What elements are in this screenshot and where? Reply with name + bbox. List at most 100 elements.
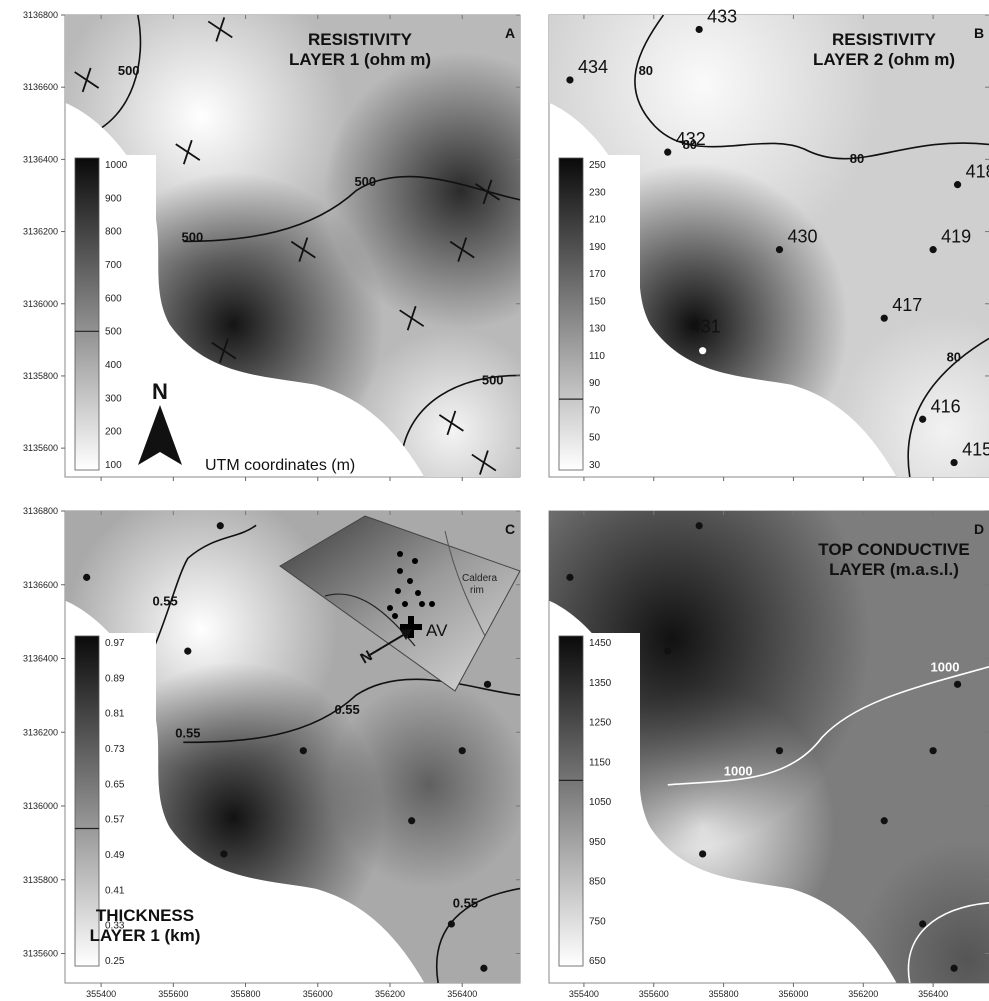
contour-label: 500 xyxy=(182,229,204,244)
colorbar-tick-label: 1050 xyxy=(589,797,612,808)
station-dot xyxy=(299,747,307,755)
inset-station-dot xyxy=(429,601,435,607)
colorbar xyxy=(74,635,100,967)
station-dot xyxy=(220,850,228,858)
y-tick-label: 3136400 xyxy=(23,654,58,664)
colorbar-tick-label: 90 xyxy=(589,378,601,389)
station-dot xyxy=(929,747,937,755)
x-tick-label: 355600 xyxy=(158,989,188,999)
contour-line xyxy=(634,15,989,160)
station-dot xyxy=(699,850,707,858)
station-dot xyxy=(216,522,224,530)
station-label: 431 xyxy=(691,317,721,337)
station-label: 415 xyxy=(962,440,989,460)
colorbar-tick-label: 0.49 xyxy=(105,850,125,861)
station-dot xyxy=(483,680,492,688)
colorbar-tick-label: 0.41 xyxy=(105,885,125,896)
x-tick-label: 355400 xyxy=(86,989,116,999)
contour-line xyxy=(907,337,989,477)
station-dot xyxy=(566,573,574,581)
panel-d: 1000 1000 355400 355600 355800 356000 356200 35… xyxy=(548,510,989,999)
inset-label-rim: rim xyxy=(470,585,484,596)
y-tick-label: 3136200 xyxy=(23,727,58,737)
colorbar-tick-label: 250 xyxy=(589,160,606,171)
north-label: N xyxy=(152,379,168,404)
panel-letter: B xyxy=(974,25,984,41)
station-label: 432 xyxy=(676,129,706,149)
panel-letter: C xyxy=(505,521,515,537)
contour-label: 80 xyxy=(947,350,961,365)
av-cross-icon xyxy=(400,616,422,638)
inset-station-dot xyxy=(415,590,421,596)
contour-line xyxy=(183,678,520,744)
station-dot xyxy=(950,964,958,972)
contour-label: 1000 xyxy=(931,659,960,674)
colorbar-tick-label: 600 xyxy=(105,293,122,304)
colorbar-tick-label: 650 xyxy=(589,956,606,967)
panel-title-line: LAYER 1 (ohm m) xyxy=(289,50,431,69)
contour-label: 0.55 xyxy=(152,593,177,608)
inset-station-dot xyxy=(397,551,403,557)
station-label: 416 xyxy=(931,396,961,416)
panel-title-line: LAYER (m.a.s.l.) xyxy=(829,560,959,579)
x-tick-label: 355800 xyxy=(709,989,739,999)
x-tick-label: 356200 xyxy=(375,989,405,999)
strike-symbol xyxy=(81,67,92,93)
colorbar-tick-label: 300 xyxy=(105,393,122,404)
station-dot xyxy=(664,647,672,655)
colorbar-tick-label: 800 xyxy=(105,227,122,238)
colorbar-tick-label: 750 xyxy=(589,916,606,927)
colorbar-tick-label: 950 xyxy=(589,837,606,848)
panel-title-line: THICKNESS xyxy=(96,906,194,925)
station-dot xyxy=(695,25,703,34)
contour-label: 500 xyxy=(482,373,504,388)
strike-symbol xyxy=(182,139,193,165)
colorbar-tick-label: 500 xyxy=(105,327,122,338)
station-dot xyxy=(447,920,455,928)
contour-line xyxy=(907,902,989,983)
contour-line xyxy=(435,887,520,983)
y-tick-label: 3135800 xyxy=(23,371,58,381)
colorbar-tick-label: 230 xyxy=(589,187,606,198)
station-label: 433 xyxy=(707,6,737,26)
station-dot xyxy=(408,817,416,825)
colorbar-tick-label: 0.57 xyxy=(105,815,125,826)
station-dot xyxy=(480,964,488,972)
colorbar-tick-label: 150 xyxy=(589,296,606,307)
x-tick-label: 356400 xyxy=(918,989,948,999)
panel-title-line: TOP CONDUCTIVE xyxy=(818,540,969,559)
x-tick-label: 355800 xyxy=(231,989,261,999)
panel-a: 500 500 500 500 3136800 3136600 3136400 3136200… xyxy=(23,10,521,481)
inset-terrain xyxy=(279,515,521,692)
y-tick-label: 3136600 xyxy=(23,580,58,590)
colorbar-tick-label: 1250 xyxy=(589,718,612,729)
station-dot xyxy=(184,647,192,655)
colorbar xyxy=(558,635,584,967)
strike-symbol xyxy=(406,305,417,331)
y-tick-label: 3135600 xyxy=(23,949,58,959)
station-dot xyxy=(699,347,707,355)
station-dot xyxy=(919,920,927,928)
strike-symbol xyxy=(298,237,309,262)
colorbar-tick-label: 1450 xyxy=(589,638,612,649)
y-tick-label: 3135600 xyxy=(23,443,58,453)
station-label: 419 xyxy=(941,227,971,247)
inset-station-dot xyxy=(402,601,408,607)
colorbar-tick-label: 1350 xyxy=(589,678,612,689)
colorbar-tick-label: 130 xyxy=(589,324,606,335)
station-dot xyxy=(953,680,962,688)
colorbar-tick-label: 1000 xyxy=(105,160,128,171)
strike-symbol xyxy=(482,179,493,205)
contour-line xyxy=(87,15,142,136)
colorbar-tick-label: 0.33 xyxy=(105,921,125,932)
y-tick-label: 3136600 xyxy=(23,82,58,92)
contour-label: 0.55 xyxy=(175,726,200,741)
y-tick-label: 3136800 xyxy=(23,10,58,20)
colorbar-tick-label: 30 xyxy=(589,460,601,471)
colorbar-tick-label: 0.65 xyxy=(105,779,125,790)
north-arrow-icon xyxy=(138,405,182,465)
inset-station-dot xyxy=(387,605,393,611)
colorbar xyxy=(558,157,584,471)
y-tick-label: 3136800 xyxy=(23,506,58,516)
